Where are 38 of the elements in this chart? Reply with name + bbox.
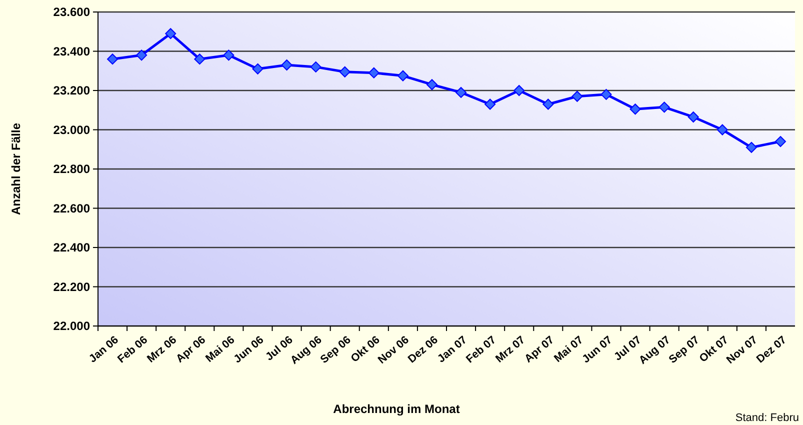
point xyxy=(426,79,438,90)
point xyxy=(397,70,408,82)
point xyxy=(688,111,699,122)
point xyxy=(658,102,670,113)
point xyxy=(281,59,292,70)
point xyxy=(339,66,350,78)
point xyxy=(136,50,148,61)
point xyxy=(600,88,612,100)
point xyxy=(223,50,234,61)
y-tick-label: 23.600 xyxy=(53,5,90,20)
point xyxy=(484,98,496,110)
point xyxy=(310,61,322,72)
point xyxy=(368,67,380,78)
y-tick-label: 23.000 xyxy=(53,122,90,137)
x-tick-label: Dez 07 xyxy=(754,334,789,366)
y-tick-label: 22.200 xyxy=(53,280,90,294)
y-tick-label: 22.600 xyxy=(53,201,90,216)
point xyxy=(165,28,176,40)
point xyxy=(252,63,264,74)
y-tick-label: 23.200 xyxy=(53,84,90,98)
point xyxy=(194,54,206,65)
point xyxy=(630,104,641,115)
point xyxy=(456,86,467,98)
y-tick-label: 22.400 xyxy=(53,240,90,255)
point xyxy=(572,90,583,102)
y-tick-label: 22.800 xyxy=(53,162,90,176)
y-tick-label: 23.400 xyxy=(53,44,90,58)
point xyxy=(107,54,118,65)
x-axis-title: Abrechnung im Monat xyxy=(333,402,460,416)
x-tick-label: Jun 07 xyxy=(580,334,615,366)
text: Stand: Febru xyxy=(735,412,799,424)
point xyxy=(514,85,525,96)
point xyxy=(774,136,786,148)
point xyxy=(746,142,757,153)
y-tick-label: 22.000 xyxy=(53,319,90,334)
point xyxy=(542,98,554,110)
y-axis-title: Anzahl der Fälle xyxy=(9,122,23,216)
point xyxy=(716,124,728,136)
